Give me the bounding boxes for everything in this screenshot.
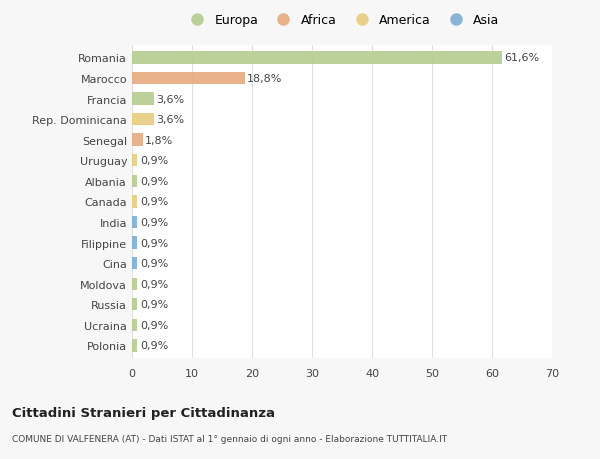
Text: 0,9%: 0,9% <box>140 279 168 289</box>
Bar <box>132 340 137 352</box>
Text: 0,9%: 0,9% <box>140 341 168 351</box>
Bar <box>132 237 137 249</box>
Bar <box>132 73 245 85</box>
Text: 0,9%: 0,9% <box>140 258 168 269</box>
Text: 0,9%: 0,9% <box>140 176 168 186</box>
Bar <box>132 216 137 229</box>
Text: 18,8%: 18,8% <box>247 74 283 84</box>
Bar <box>132 319 137 331</box>
Bar <box>132 52 502 64</box>
Text: 0,9%: 0,9% <box>140 197 168 207</box>
Bar <box>132 298 137 311</box>
Bar <box>132 175 137 188</box>
Text: 0,9%: 0,9% <box>140 320 168 330</box>
Text: 3,6%: 3,6% <box>156 115 184 125</box>
Text: 0,9%: 0,9% <box>140 238 168 248</box>
Text: 0,9%: 0,9% <box>140 300 168 310</box>
Bar <box>132 114 154 126</box>
Text: 0,9%: 0,9% <box>140 218 168 228</box>
Text: 61,6%: 61,6% <box>504 53 539 63</box>
Text: COMUNE DI VALFENERA (AT) - Dati ISTAT al 1° gennaio di ogni anno - Elaborazione : COMUNE DI VALFENERA (AT) - Dati ISTAT al… <box>12 434 447 443</box>
Bar <box>132 155 137 167</box>
Bar <box>132 134 143 146</box>
Text: 3,6%: 3,6% <box>156 94 184 104</box>
Bar <box>132 196 137 208</box>
Bar <box>132 278 137 290</box>
Legend: Europa, Africa, America, Asia: Europa, Africa, America, Asia <box>184 14 500 27</box>
Text: 1,8%: 1,8% <box>145 135 173 146</box>
Text: Cittadini Stranieri per Cittadinanza: Cittadini Stranieri per Cittadinanza <box>12 406 275 419</box>
Bar <box>132 257 137 270</box>
Bar <box>132 93 154 106</box>
Text: 0,9%: 0,9% <box>140 156 168 166</box>
